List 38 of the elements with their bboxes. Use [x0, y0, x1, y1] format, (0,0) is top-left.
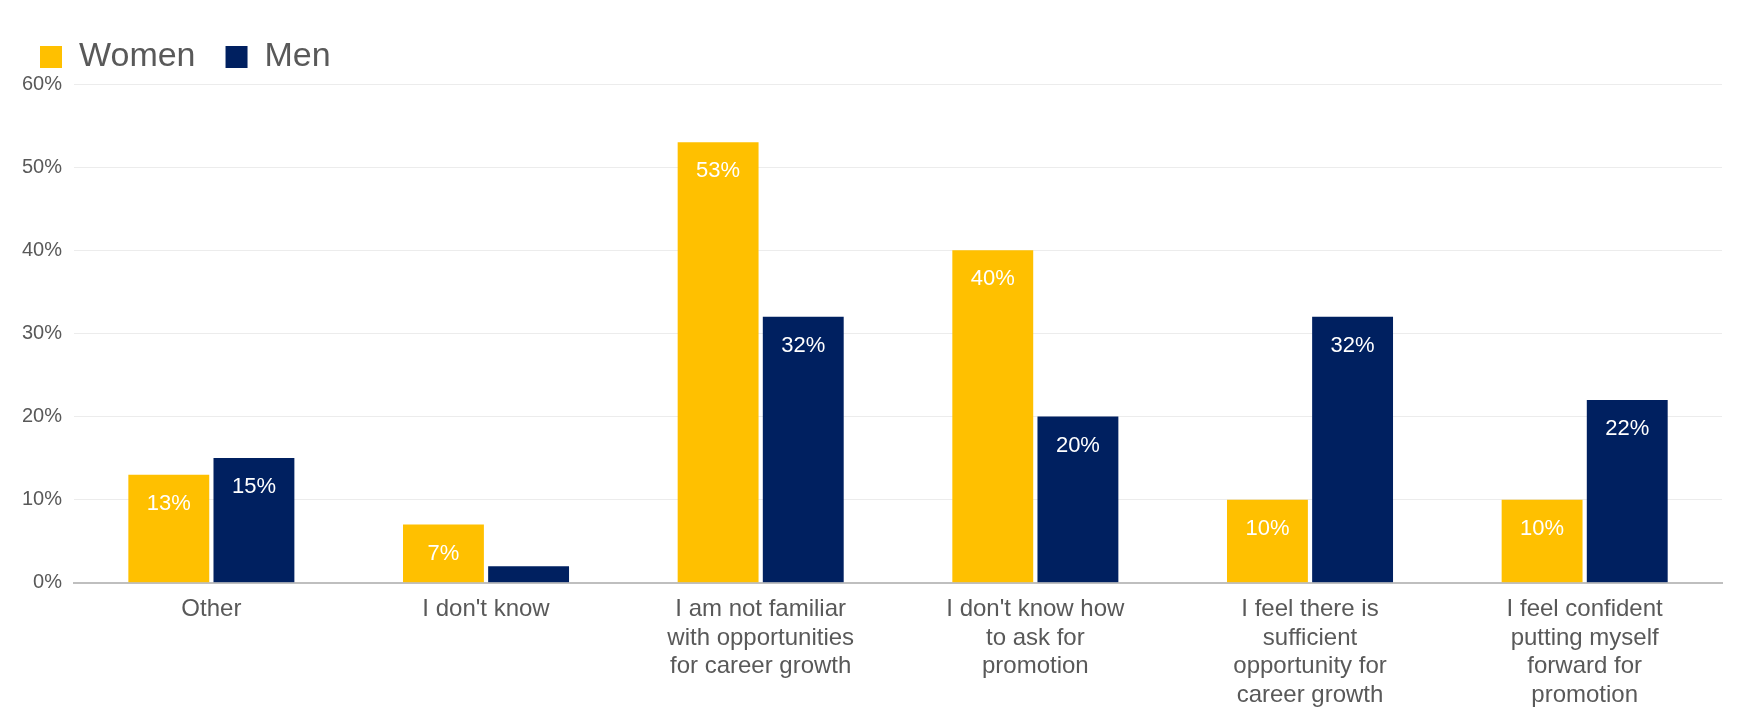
bar — [1501, 499, 1583, 583]
x-tick-label: I feel confident putting myself forward for promotion — [1506, 593, 1664, 708]
x-tick-label: I feel there is sufficient opportunity for career growth — [1233, 593, 1387, 708]
bar — [128, 474, 210, 583]
data-label: 10% — [1245, 514, 1290, 540]
y-tick-label: 60% — [22, 71, 63, 94]
data-label: 13% — [146, 489, 191, 515]
bar — [952, 250, 1034, 583]
data-label: 32% — [781, 331, 826, 357]
data-label: 22% — [1605, 414, 1650, 440]
data-label: 32% — [1330, 331, 1375, 357]
data-label: 40% — [970, 265, 1015, 291]
y-tick-label: 10% — [22, 487, 63, 510]
y-tick-label: 0% — [33, 570, 63, 593]
y-tick-label: 30% — [22, 320, 63, 343]
legend-label: Women — [79, 35, 196, 74]
bar — [403, 524, 484, 583]
bar — [1037, 416, 1119, 583]
bar — [1226, 499, 1308, 583]
bar — [677, 142, 759, 583]
data-label: 10% — [1520, 514, 1565, 540]
data-label: 7% — [427, 539, 460, 565]
x-tick-label: I don't know how to ask for promotion — [946, 593, 1126, 679]
data-label: 20% — [1055, 431, 1100, 457]
data-label: 15% — [231, 473, 276, 499]
x-tick-label: Other — [181, 593, 242, 621]
y-tick-label: 40% — [22, 237, 63, 260]
y-tick-label: 20% — [22, 404, 63, 427]
data-label: 53% — [696, 157, 741, 183]
x-tick-label: I don't know — [422, 593, 551, 621]
bar — [762, 316, 844, 583]
y-tick-label: 50% — [22, 154, 63, 177]
bar — [488, 566, 570, 583]
bar — [213, 458, 295, 583]
bar — [1586, 399, 1668, 583]
legend-label: Men — [264, 35, 331, 74]
x-tick-label: I am not familiar with opportunities for career growth — [666, 593, 855, 679]
bar — [1312, 316, 1394, 583]
